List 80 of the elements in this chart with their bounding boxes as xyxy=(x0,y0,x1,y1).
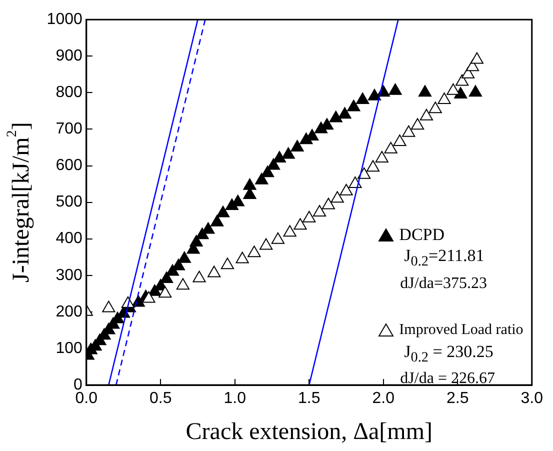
x-tick-label: 2.0 xyxy=(372,390,395,408)
x-tick-label: 2.5 xyxy=(446,390,469,408)
point xyxy=(312,205,326,217)
point xyxy=(358,167,371,179)
point xyxy=(294,218,307,230)
point xyxy=(272,150,286,162)
point xyxy=(384,142,398,154)
annotation: J$_{0.2}$ = 230.25 xyxy=(403,340,494,367)
point xyxy=(216,206,230,218)
y-tick-label: 700 xyxy=(56,120,82,138)
point xyxy=(454,87,468,99)
point xyxy=(160,272,174,284)
point xyxy=(243,178,256,190)
x-tick-label: 3.0 xyxy=(520,390,544,408)
point xyxy=(220,258,234,270)
point xyxy=(348,176,362,188)
point xyxy=(255,172,268,184)
point xyxy=(468,85,482,97)
x-tick-label: 0.0 xyxy=(75,390,98,408)
y-tick-label: 800 xyxy=(56,84,82,102)
point xyxy=(356,92,370,104)
y-tick-label: 100 xyxy=(56,340,82,357)
y-tick-label: 600 xyxy=(56,157,82,174)
point xyxy=(438,92,451,104)
point xyxy=(190,234,203,246)
y-axis-title: J-integral[kJ/m2] xyxy=(5,122,34,282)
point xyxy=(402,125,416,137)
point xyxy=(236,252,249,264)
point xyxy=(388,83,402,95)
y-tick-label: 200 xyxy=(56,303,82,320)
point xyxy=(329,110,342,122)
y-tick-label: 900 xyxy=(56,48,82,65)
point xyxy=(330,191,344,203)
point xyxy=(178,251,191,263)
point xyxy=(470,52,484,64)
point xyxy=(446,83,460,95)
point xyxy=(456,74,469,86)
point xyxy=(102,300,116,312)
annotation: J$_{0.2}$=211.81 xyxy=(403,245,486,272)
point xyxy=(375,150,388,162)
point xyxy=(266,158,280,170)
point xyxy=(322,198,336,210)
point xyxy=(428,102,442,114)
annotation: dJ/da = 226.67 xyxy=(399,369,496,389)
point xyxy=(210,214,224,226)
point xyxy=(208,266,221,278)
point xyxy=(368,88,382,100)
legend-label: Improved Load ratio xyxy=(399,320,524,340)
point xyxy=(338,107,352,119)
x-tick-label: 1.5 xyxy=(298,390,320,408)
point xyxy=(366,160,380,172)
point xyxy=(158,286,172,298)
y-tick-label: 1000 xyxy=(46,11,82,28)
point xyxy=(260,166,274,178)
point xyxy=(283,225,296,237)
point xyxy=(248,246,261,258)
y-tick-label: 300 xyxy=(56,266,82,284)
y-tick-label: 400 xyxy=(56,230,82,248)
x-tick-label: 0.5 xyxy=(150,390,172,408)
point xyxy=(290,140,304,152)
point xyxy=(172,258,186,270)
point xyxy=(202,222,215,234)
legend-label: DCPD xyxy=(399,224,445,246)
point xyxy=(347,100,360,112)
point xyxy=(192,270,206,282)
point xyxy=(420,108,434,120)
y-tick-label: 500 xyxy=(56,194,82,211)
point xyxy=(418,85,432,97)
point xyxy=(271,232,285,244)
point xyxy=(340,184,353,196)
point xyxy=(282,147,295,159)
point xyxy=(302,210,316,222)
point xyxy=(260,238,273,250)
point xyxy=(410,118,424,130)
point xyxy=(142,291,156,303)
x-tick-label: 1.0 xyxy=(224,390,246,408)
point xyxy=(176,278,190,290)
annotation: dJ/da=375.23 xyxy=(399,274,488,294)
point xyxy=(393,134,406,146)
x-axis-title: Crack extension, Δa[mm] xyxy=(186,418,432,445)
